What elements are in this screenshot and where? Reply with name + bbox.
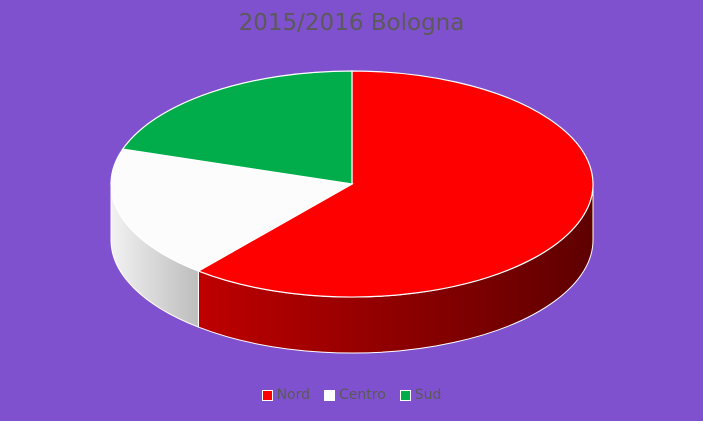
legend-label-sud: Sud xyxy=(414,387,442,403)
legend-item-centro: Centro xyxy=(324,387,386,403)
chart-title: 2015/2016 Bologna xyxy=(238,10,465,36)
legend-item-nord: Nord xyxy=(261,387,310,403)
legend-label-nord: Nord xyxy=(276,387,310,403)
legend-swatch-sud xyxy=(399,389,411,401)
legend: Nord Centro Sud xyxy=(0,387,703,403)
pie-slice-centro xyxy=(110,148,354,272)
pie-slice-sud xyxy=(121,70,353,185)
legend-swatch-centro xyxy=(324,389,335,401)
legend-label-centro: Centro xyxy=(339,387,386,403)
legend-item-sud: Sud xyxy=(399,387,442,403)
pie-slice-nord xyxy=(196,70,594,298)
legend-swatch-nord xyxy=(261,389,273,401)
